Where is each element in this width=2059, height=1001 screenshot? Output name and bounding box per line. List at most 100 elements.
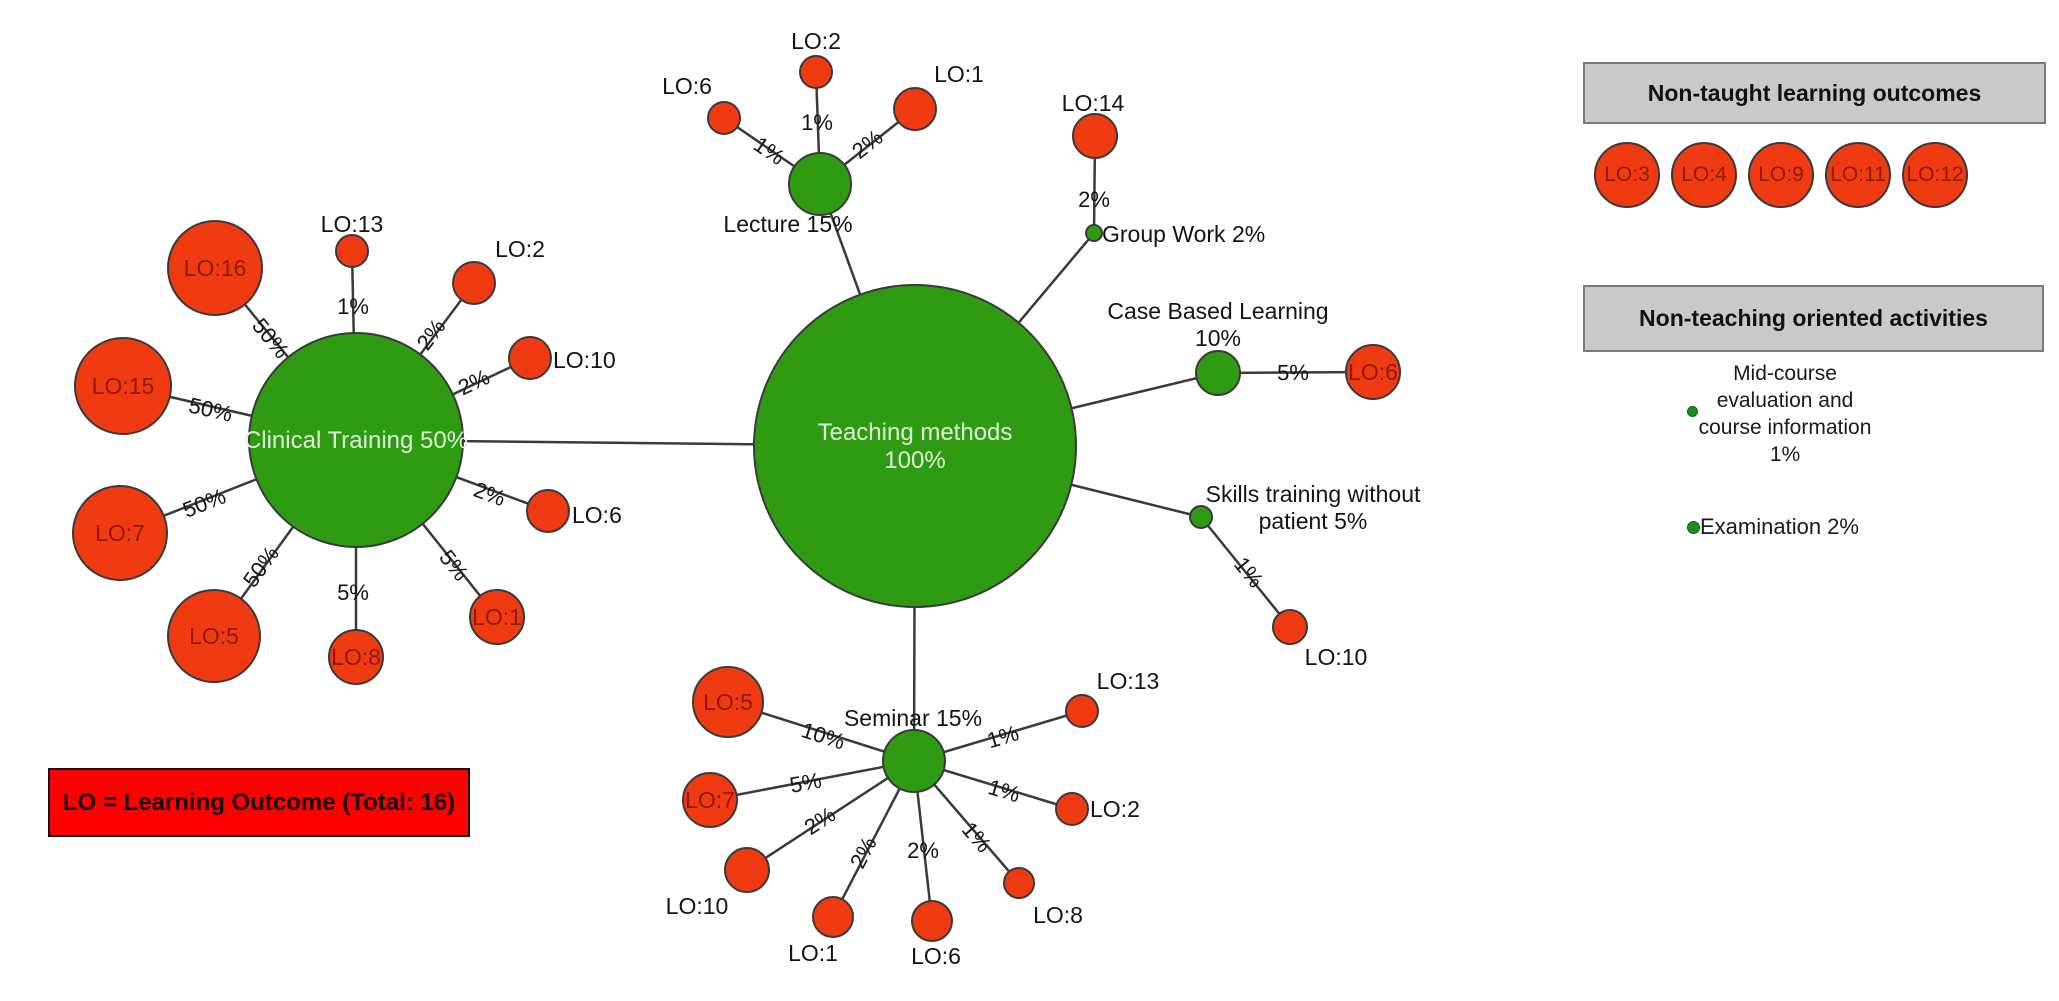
legend-non-teaching-header: Non-teaching oriented activities [1583, 285, 2044, 352]
edge-seminar-sem_lo7 [709, 759, 915, 802]
label-cbl_lo6: LO:6 [1348, 359, 1398, 385]
node-groupwork [1085, 224, 1103, 242]
label-sem_lo13: LO:13 [1097, 668, 1160, 694]
edge-label-clinical-cl_lo15: 50% [186, 393, 235, 427]
node-cl_lo5 [167, 589, 261, 683]
label-lecture: Lecture 15% [723, 211, 852, 237]
node-cl_lo6 [526, 489, 570, 533]
label-cl_lo13: LO:13 [321, 211, 384, 237]
label-teaching: 100% [884, 447, 945, 474]
label-cl_lo5: LO:5 [189, 623, 239, 649]
label-sk_lo10: LO:10 [1305, 644, 1368, 670]
lo-chip-label: LO:11 [1830, 163, 1886, 186]
label-teaching: Teaching methods [818, 419, 1013, 446]
edge-label-groupwork-gw_lo14: 2% [1078, 187, 1110, 212]
note-text: LO = Learning Outcome (Total: 16) [62, 788, 456, 816]
node-sem_lo5 [692, 666, 764, 738]
edge-label-clinical-cl_lo7: 50% [179, 483, 229, 522]
edge-label-clinical-cl_lo10: 2% [454, 364, 493, 400]
legend-non-teaching-title: Non-teaching oriented activities [1639, 305, 1988, 331]
node-lec_lo1 [893, 87, 937, 131]
node-lec_lo6 [707, 101, 741, 135]
node-lecture [788, 152, 852, 216]
examination-dot-icon [1687, 521, 1700, 534]
node-cl_lo8 [328, 629, 384, 685]
legend-non-taught-title: Non-taught learning outcomes [1647, 79, 1982, 106]
node-cl_lo16 [167, 220, 263, 316]
label-cl_lo15: LO:15 [92, 373, 155, 399]
node-sem_lo2 [1055, 792, 1089, 826]
node-cbl_lo6 [1345, 344, 1401, 400]
node-teaching [753, 284, 1077, 608]
edge-label-clinical-cl_lo6: 2% [470, 477, 508, 511]
node-cl_lo1 [469, 589, 525, 645]
label-sem_lo8: LO:8 [1033, 902, 1083, 928]
edge-label-seminar-sem_lo1: 2% [845, 833, 882, 873]
edge-label-seminar-sem_lo6: 2% [907, 838, 939, 863]
node-clinical [248, 332, 464, 548]
node-seminar [882, 729, 946, 793]
node-cl_lo13 [335, 234, 369, 268]
node-sem_lo7 [682, 772, 738, 828]
edge-label-clinical-cl_lo13: 1% [337, 294, 369, 319]
label-sem_lo7: LO:7 [685, 787, 735, 813]
non-taught-lo-circle: LO:11 [1825, 142, 1891, 208]
label-lec_lo2: LO:2 [791, 28, 841, 54]
node-cl_lo15 [74, 337, 172, 435]
edge-label-seminar-sem_lo7: 5% [788, 767, 824, 798]
lo-chip-label: LO:3 [1604, 163, 1650, 186]
mid-course-dot-icon [1687, 406, 1698, 417]
label-cl_lo7: LO:7 [95, 520, 145, 546]
edge-label-lecture-lec_lo6: 1% [749, 132, 789, 171]
node-cl_lo2 [452, 261, 496, 305]
label-sem_lo1: LO:1 [788, 940, 838, 966]
label-sem_lo6: LO:6 [911, 943, 961, 969]
node-sk_lo10 [1272, 609, 1308, 645]
label-clinical: Clinical Training 50% [244, 427, 468, 454]
label-lec_lo6: LO:6 [662, 73, 712, 99]
non-taught-lo-circle: LO:4 [1671, 142, 1737, 208]
node-sem_lo13 [1065, 694, 1099, 728]
node-cl_lo10 [508, 336, 552, 380]
legend-non-taught-circles: LO:3 LO:4 LO:9 LO:11 LO:12 [1594, 142, 1968, 208]
label-cl_lo1: LO:1 [472, 604, 522, 630]
edge-seminar-sem_lo10 [746, 759, 915, 872]
label-cl_lo16: LO:16 [184, 255, 247, 281]
node-cl_lo7 [72, 485, 168, 581]
node-lec_lo2 [799, 55, 833, 89]
non-taught-lo-circle: LO:3 [1594, 142, 1660, 208]
node-sem_lo10 [724, 847, 770, 893]
edge-label-lecture-lec_lo2: 1% [801, 110, 833, 135]
edge-label-seminar-sem_lo2: 1% [985, 774, 1023, 807]
lo-chip-label: LO:12 [1906, 163, 1964, 186]
lo-chip-label: LO:4 [1681, 163, 1727, 186]
mid-course-entry: Mid-course evaluation and course informa… [1698, 362, 1872, 466]
label-cbl: Case Based Learning [1107, 298, 1328, 324]
note-box: LO = Learning Outcome (Total: 16) [48, 768, 470, 837]
label-skills: Skills training without [1206, 481, 1421, 507]
edge-label-cbl-cbl_lo6: 5% [1277, 360, 1309, 385]
label-gw_lo14: LO:14 [1062, 90, 1125, 116]
label-skills: patient 5% [1259, 508, 1368, 534]
label-cl_lo2: LO:2 [495, 236, 545, 262]
lo-chip-label: LO:9 [1758, 163, 1804, 186]
node-gw_lo14 [1072, 113, 1118, 159]
node-sem_lo8 [1003, 867, 1035, 899]
node-sem_lo6 [911, 900, 953, 942]
label-cl_lo6: LO:6 [572, 502, 622, 528]
label-sem_lo5: LO:5 [703, 689, 753, 715]
label-cbl: 10% [1195, 325, 1241, 351]
non-taught-lo-circle: LO:12 [1902, 142, 1968, 208]
label-cl_lo8: LO:8 [331, 644, 381, 670]
edge-label-clinical-cl_lo8: 5% [337, 580, 369, 605]
label-sem_lo2: LO:2 [1090, 796, 1140, 822]
edge-label-seminar-sem_lo13: 1% [984, 720, 1022, 753]
edge-skills-sk_lo10 [1200, 516, 1291, 628]
label-sem_lo10: LO:10 [666, 893, 729, 919]
edge-label-seminar-sem_lo5: 10% [798, 717, 848, 754]
non-taught-lo-circle: LO:9 [1748, 142, 1814, 208]
label-cl_lo10: LO:10 [553, 347, 616, 373]
node-sem_lo1 [812, 896, 854, 938]
edge-label-seminar-sem_lo10: 2% [800, 802, 840, 840]
